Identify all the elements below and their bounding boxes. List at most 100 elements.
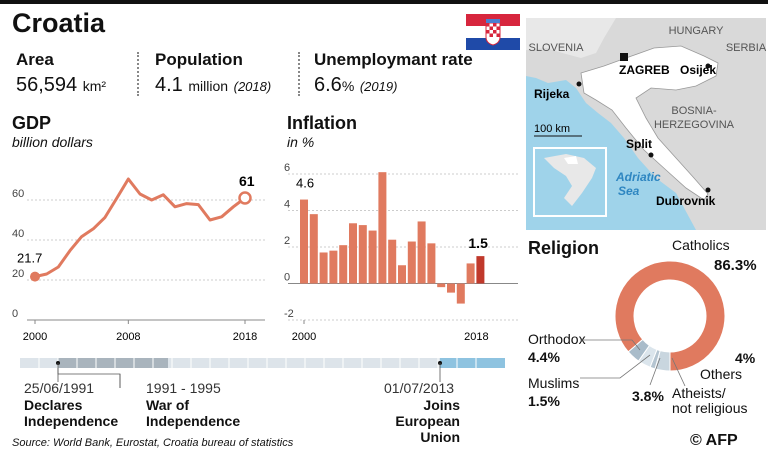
gdp-point (104, 216, 106, 218)
inflation-subtitle: in % (287, 134, 315, 150)
gdp-point (139, 193, 141, 195)
gdp-point (116, 197, 118, 199)
pct-catholics: 86.3% (714, 257, 757, 274)
area-value: 56,594 km² (16, 74, 107, 96)
city-marker (705, 187, 711, 193)
croatia-land (580, 45, 719, 201)
religion-title: Religion (528, 238, 599, 258)
gdp-xtick-label: 2018 (233, 331, 257, 343)
map-label-slovenia: SLOVENIA (528, 42, 584, 54)
map-label-osijek: Osijek (680, 63, 716, 77)
gdp-last-label: 61 (239, 173, 255, 189)
pct-atheists: 3.8% (632, 388, 664, 404)
inflation-bar (466, 263, 475, 284)
gdp-point (232, 206, 234, 208)
pct-orthodox: 4.4% (528, 349, 560, 365)
top-rule (0, 0, 768, 4)
gdp-point (174, 206, 176, 208)
gdp-point (221, 216, 223, 218)
slovenia-land (526, 18, 616, 58)
inf-ytick-label: 0 (284, 272, 290, 284)
inflation-chart: -2 0 2 4 6 4.6 1.5 2000 2018 (284, 162, 518, 343)
inf-ytick-label: -2 (284, 308, 294, 320)
map-label-herzegovina: HERZEGOVINA (654, 119, 735, 131)
pct-others: 4% (735, 350, 756, 366)
inf-first-label: 4.6 (296, 176, 314, 191)
inflation-bar (427, 243, 436, 284)
city-marker (705, 63, 711, 69)
inflation-bar (319, 252, 328, 284)
inf-xtick-label: 2018 (464, 331, 488, 343)
inflation-bar (378, 172, 387, 284)
gdp-point (46, 273, 48, 275)
event-date-eu: 01/07/2013 (384, 380, 455, 396)
inf-ytick-label: 4 (284, 199, 290, 211)
gdp-title: GDP (12, 113, 52, 133)
gdp-point (209, 219, 211, 221)
gdp-point (238, 191, 252, 205)
inflation-bar (309, 214, 318, 284)
inf-ytick-label: 2 (284, 235, 290, 247)
inflation-bar (339, 245, 348, 284)
gdp-point (81, 236, 83, 238)
religion-donut (614, 260, 726, 372)
map-label-hungary: HUNGARY (669, 25, 724, 37)
label-catholics: Catholics (672, 237, 730, 253)
timeline-war-span (58, 358, 168, 368)
capital-marker (620, 53, 628, 61)
gdp-point (151, 199, 153, 201)
gdp-point (69, 250, 71, 252)
inflation-bar (447, 283, 455, 293)
gdp-point (92, 228, 94, 230)
timeline-eu-span (440, 358, 505, 368)
map-label-zagreb: ZAGREB (619, 63, 670, 77)
afp-logo: © AFP (690, 432, 738, 449)
map-label-sea: Sea (618, 184, 640, 198)
gdp-xtick-label: 2000 (23, 331, 47, 343)
city-marker (648, 152, 654, 158)
population-value: 4.1 million (2018) (155, 74, 272, 96)
map-label-serbia: SERBIA (726, 42, 766, 54)
map-scale-label: 100 km (534, 123, 570, 135)
gdp-point (57, 266, 59, 268)
gdp-xtick-label: 2008 (116, 331, 140, 343)
gdp-point (30, 271, 40, 282)
inflation-bar (388, 239, 397, 284)
pct-muslims: 1.5% (528, 393, 560, 409)
population-label: Population (155, 50, 243, 69)
religion-slice-others (627, 338, 651, 362)
gdp-point (162, 194, 164, 196)
inflation-bar (437, 283, 446, 288)
gdp-ytick-label: 60 (12, 188, 24, 200)
gdp-point (186, 203, 188, 205)
map-label-dubrovnik: Dubrovnik (656, 194, 716, 208)
gdp-ytick-label: 0 (12, 308, 18, 320)
city-marker (576, 81, 582, 87)
label-orthodox: Orthodox (528, 331, 586, 347)
label-muslims: Muslims (528, 375, 580, 391)
inflation-bar (329, 250, 338, 284)
inflation-bar (358, 225, 367, 284)
gdp-ytick-label: 40 (12, 228, 24, 240)
inf-xtick-label: 2000 (292, 331, 316, 343)
map-label-adriatic: Adriatic (615, 170, 661, 184)
inf-ytick-label: 6 (284, 162, 290, 174)
gdp-ytick-label: 20 (12, 268, 24, 280)
gdp-point (127, 178, 129, 180)
religion-leaders (580, 339, 686, 387)
inflation-bar (456, 283, 465, 304)
inflation-bar (368, 230, 377, 284)
gdp-chart: 0 20 40 60 21.7 61 2000 2008 2018 (12, 173, 265, 343)
stat-divider (137, 52, 139, 96)
label-atheists: Atheists/not religious (672, 385, 748, 416)
label-others: Others (700, 366, 743, 382)
gdp-point (197, 204, 199, 206)
timeline-track (20, 358, 505, 368)
event-date-independence: 25/06/1991 (24, 380, 95, 396)
map-label-rijeka: Rijeka (534, 87, 570, 101)
inflation-bar (398, 265, 406, 284)
croatia-map: HUNGARY SLOVENIA SERBIA ZAGREB Osijek Ri… (526, 18, 766, 230)
event-label-war: War of Independence (146, 397, 241, 429)
inflation-title: Inflation (287, 113, 357, 133)
event-date-war: 1991 - 1995 (146, 380, 221, 396)
